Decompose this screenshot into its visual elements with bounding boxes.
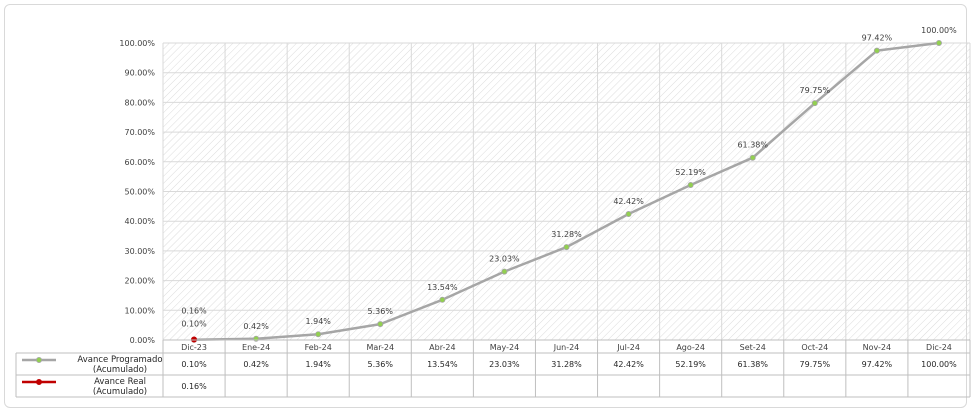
table-cell-value: 0.16% xyxy=(181,382,207,391)
data-point xyxy=(935,40,942,47)
y-tick-label: 40.00% xyxy=(124,217,155,226)
data-labels: 0.10% 0.42% 1.94% 5.36% 13.54% 23.03% 31.28% 42… xyxy=(181,26,957,331)
x-tick-label: Oct-24 xyxy=(801,343,828,352)
data-point xyxy=(687,181,694,188)
table-cell-value: 100.00% xyxy=(921,360,957,369)
data-point xyxy=(749,154,756,161)
x-tick-label: Jul-24 xyxy=(616,343,640,352)
data-label: 52.19% xyxy=(675,168,706,177)
data-point xyxy=(811,100,818,107)
data-point xyxy=(501,268,508,275)
table-cell-value: 97.42% xyxy=(862,360,893,369)
x-tick-label: May-24 xyxy=(490,343,519,352)
x-tick-label: Nov-24 xyxy=(863,343,891,352)
y-tick-label: 0.00% xyxy=(130,336,156,345)
y-tick-label: 10.00% xyxy=(124,306,155,315)
x-tick-label: Ene-24 xyxy=(242,343,270,352)
y-tick-label: 70.00% xyxy=(124,128,155,137)
table-cell-value: 23.03% xyxy=(489,360,520,369)
data-point xyxy=(315,331,322,338)
legend-marker xyxy=(36,378,43,385)
x-tick-label: Ago-24 xyxy=(676,343,705,352)
table-cell-value: 52.19% xyxy=(675,360,706,369)
y-tick-label: 50.00% xyxy=(124,188,155,197)
y-axis-tick-labels: 0.00% 10.00% 20.00% 30.00% 40.00% 50.00% 60.00… xyxy=(119,39,155,345)
data-label: 97.42% xyxy=(862,34,893,43)
data-label: 23.03% xyxy=(489,255,520,264)
legend-label: Avance Real xyxy=(94,377,146,387)
data-point xyxy=(563,244,570,251)
table-cell-value: 0.10% xyxy=(181,360,207,369)
x-tick-label: Dic-24 xyxy=(926,343,952,352)
y-tick-label: 20.00% xyxy=(124,277,155,286)
data-label: 5.36% xyxy=(368,307,394,316)
data-point xyxy=(253,335,260,342)
x-tick-label: Dic-23 xyxy=(181,343,207,352)
y-tick-label: 100.00% xyxy=(119,39,155,48)
data-point xyxy=(439,296,446,303)
data-point xyxy=(377,321,384,328)
data-label: 0.16% xyxy=(181,307,207,316)
legend-marker xyxy=(36,356,43,363)
y-tick-label: 60.00% xyxy=(124,158,155,167)
data-label: 61.38% xyxy=(737,141,768,150)
data-point xyxy=(625,211,632,218)
table-cell-value: 0.42% xyxy=(243,360,269,369)
y-tick-label: 80.00% xyxy=(124,98,155,107)
table-cell-value: 13.54% xyxy=(427,360,458,369)
data-point xyxy=(873,47,880,54)
x-tick-label: Mar-24 xyxy=(366,343,394,352)
data-label: 42.42% xyxy=(613,197,644,206)
data-label: 31.28% xyxy=(551,230,582,239)
y-tick-label: 30.00% xyxy=(124,247,155,256)
legend-label: Avance Programado xyxy=(77,355,162,365)
gridlines xyxy=(162,42,971,341)
x-tick-label: Feb-24 xyxy=(305,343,332,352)
data-table: Dic-23 Ene-24 Feb-24 Mar-24 Abr-24 May-24 Jun-… xyxy=(15,339,971,398)
data-label: 0.10% xyxy=(181,320,207,329)
data-label: 1.94% xyxy=(305,317,331,326)
table-cell-value: 42.42% xyxy=(613,360,644,369)
data-label: 0.42% xyxy=(243,322,269,331)
data-label: 13.54% xyxy=(427,283,458,292)
legend-label: (Acumulado) xyxy=(93,387,147,397)
legend-label: (Acumulado) xyxy=(93,365,147,375)
table-cell-value: 31.28% xyxy=(551,360,582,369)
table-cell-value: 61.38% xyxy=(737,360,768,369)
data-label: 79.75% xyxy=(800,86,831,95)
x-tick-label: Set-24 xyxy=(740,343,766,352)
table-cell-value: 1.94% xyxy=(305,360,331,369)
x-tick-label: Abr-24 xyxy=(429,343,455,352)
table-cell-value: 5.36% xyxy=(368,360,394,369)
data-label: 100.00% xyxy=(921,26,957,35)
x-tick-label: Jun-24 xyxy=(553,343,580,352)
y-tick-label: 90.00% xyxy=(124,69,155,78)
table-cell-value: 79.75% xyxy=(800,360,831,369)
